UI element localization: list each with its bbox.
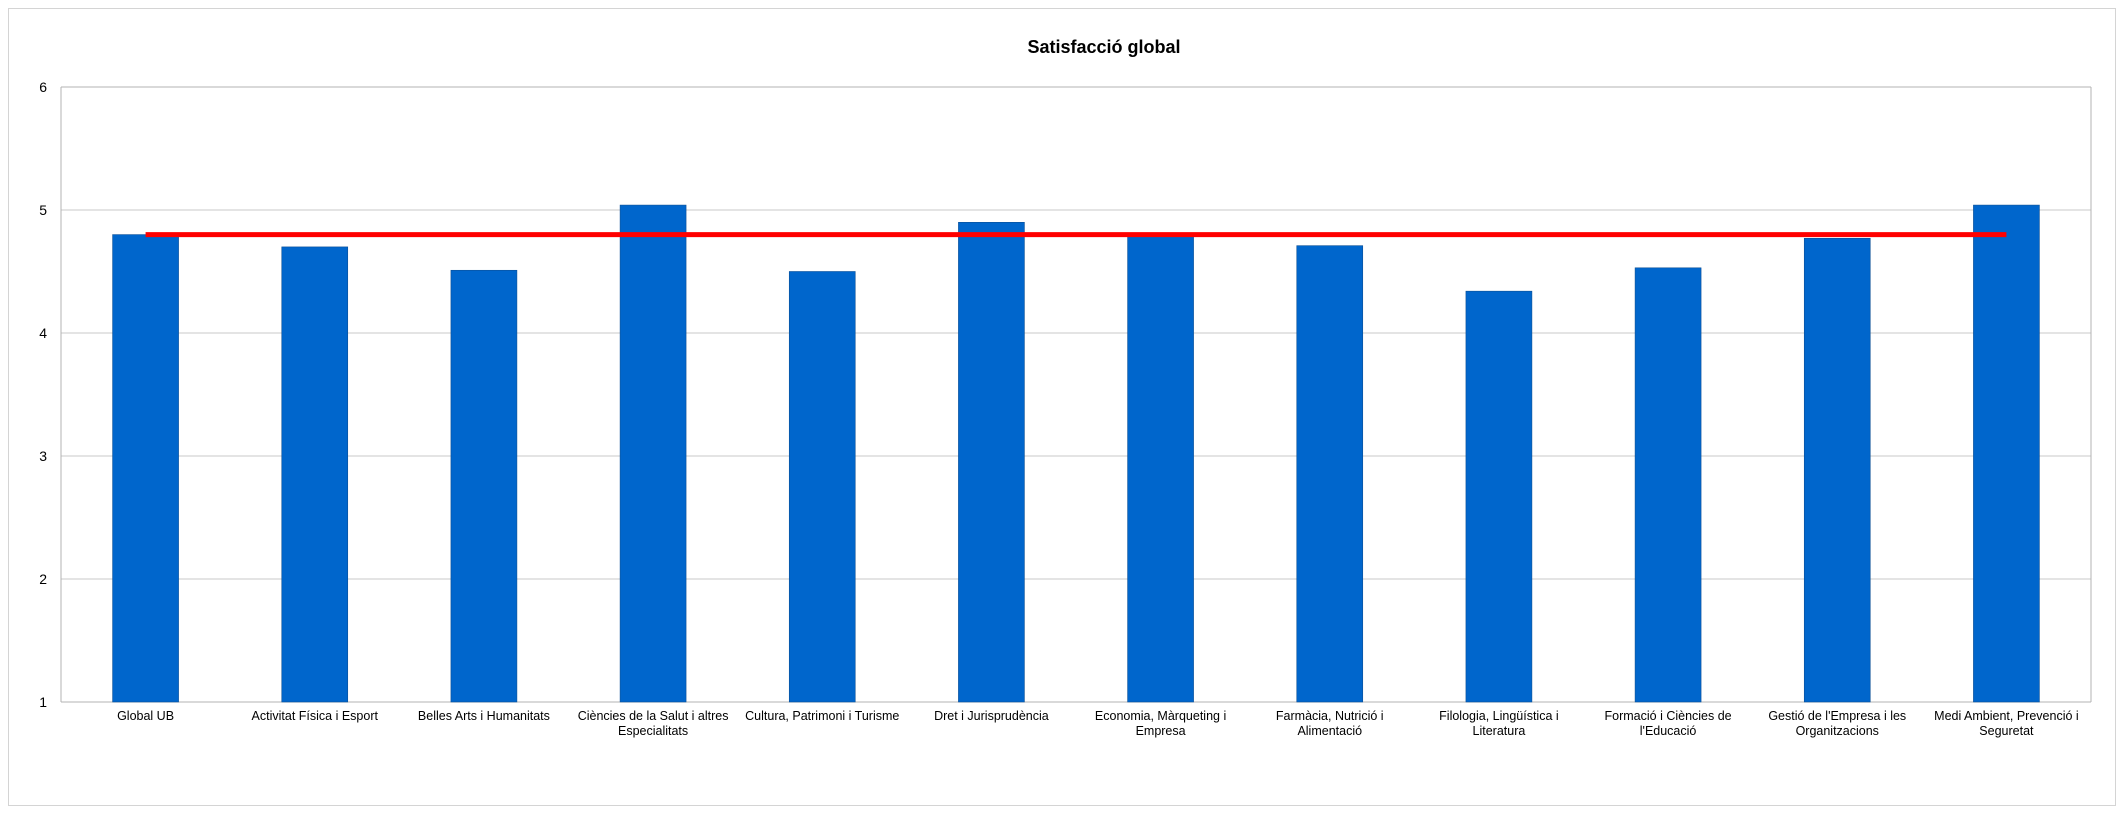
bar bbox=[619, 204, 687, 703]
x-category-label: Belles Arts i Humanitats bbox=[418, 709, 550, 723]
bar-chart: Satisfacció global 1 2 3 4 5 6 Global UB Activ… bbox=[39, 37, 2092, 738]
chart-title: Satisfacció global bbox=[1027, 37, 1180, 57]
bar bbox=[1803, 237, 1871, 703]
x-category-label: Economia, Màrqueting i Empresa bbox=[1095, 709, 1226, 738]
x-category-label: Formació i Ciències de l'Educació bbox=[1605, 709, 1732, 738]
gridlines bbox=[61, 86, 2091, 580]
bar bbox=[1634, 267, 1702, 703]
bar bbox=[1127, 233, 1194, 703]
bar bbox=[1465, 290, 1533, 703]
bar bbox=[1296, 245, 1364, 703]
x-category-label: Ciències de la Salut i altres Especialita… bbox=[578, 709, 729, 738]
y-tick-label: 4 bbox=[39, 325, 47, 341]
x-category-label: Cultura, Patrimoni i Turisme bbox=[745, 709, 899, 723]
x-category-label: Global UB bbox=[117, 709, 174, 723]
bar bbox=[958, 222, 1025, 703]
x-category-label: Activitat Física i Esport bbox=[252, 709, 379, 723]
bar bbox=[1973, 204, 2040, 703]
bar bbox=[450, 269, 518, 703]
x-category-label: Gestió de l'Empresa i les Organitzacions bbox=[1768, 709, 1906, 738]
bar bbox=[788, 271, 856, 703]
y-tick-label: 5 bbox=[39, 202, 47, 218]
bar-series bbox=[112, 204, 2040, 703]
y-tick-label: 6 bbox=[39, 79, 47, 95]
y-axis-tick-labels: 1 2 3 4 5 6 bbox=[39, 79, 47, 710]
x-category-label: Filologia, Lingüística i Literatura bbox=[1439, 709, 1559, 738]
x-category-label: Medi Ambient, Prevenció i Seguretat bbox=[1934, 709, 2079, 738]
x-category-label: Farmàcia, Nutrició i Alimentació bbox=[1276, 709, 1384, 738]
y-tick-label: 1 bbox=[39, 694, 47, 710]
x-category-label: Dret i Jurisprudència bbox=[934, 709, 1049, 723]
bar bbox=[281, 246, 349, 703]
x-axis-category-labels: Global UB Activitat Física i Esport Belles… bbox=[117, 709, 2079, 738]
bar bbox=[112, 234, 179, 703]
axes bbox=[60, 86, 2092, 703]
y-tick-label: 2 bbox=[39, 571, 47, 587]
chart-frame: Satisfacció global 1 2 3 4 5 6 Global UB Activ… bbox=[8, 8, 2116, 806]
y-tick-label: 3 bbox=[39, 448, 47, 464]
